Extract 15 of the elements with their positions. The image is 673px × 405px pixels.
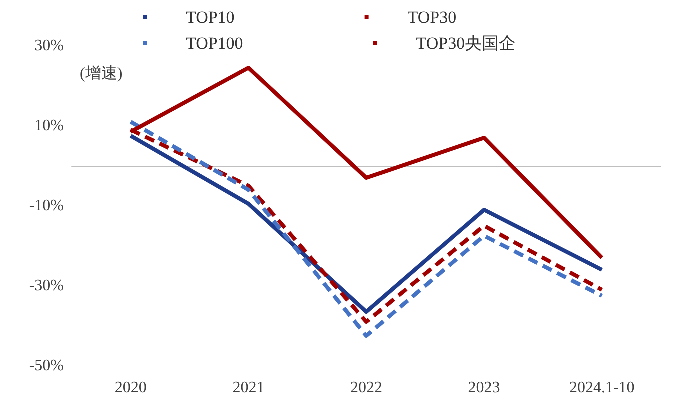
y-tick-label: 30% [34, 38, 64, 54]
x-tick-label: 2021 [232, 380, 265, 396]
annotation: (增速) [80, 64, 123, 82]
y-tick-label: -50% [29, 358, 64, 374]
y-tick-label: 10% [34, 118, 64, 134]
x-tick-label: 2020 [114, 380, 147, 396]
x-tick-label: 2024.1-10 [569, 380, 635, 396]
x-tick-label: 2023 [468, 380, 500, 396]
x-tick-label: 2022 [350, 380, 382, 396]
legend-label: TOP30 [408, 8, 457, 27]
legend-label: TOP100 [186, 34, 244, 53]
y-tick-label: -30% [29, 278, 64, 294]
y-tick-label: -10% [29, 198, 64, 214]
legend-label: TOP30央国企 [416, 34, 516, 53]
legend-label: TOP10 [186, 8, 235, 27]
